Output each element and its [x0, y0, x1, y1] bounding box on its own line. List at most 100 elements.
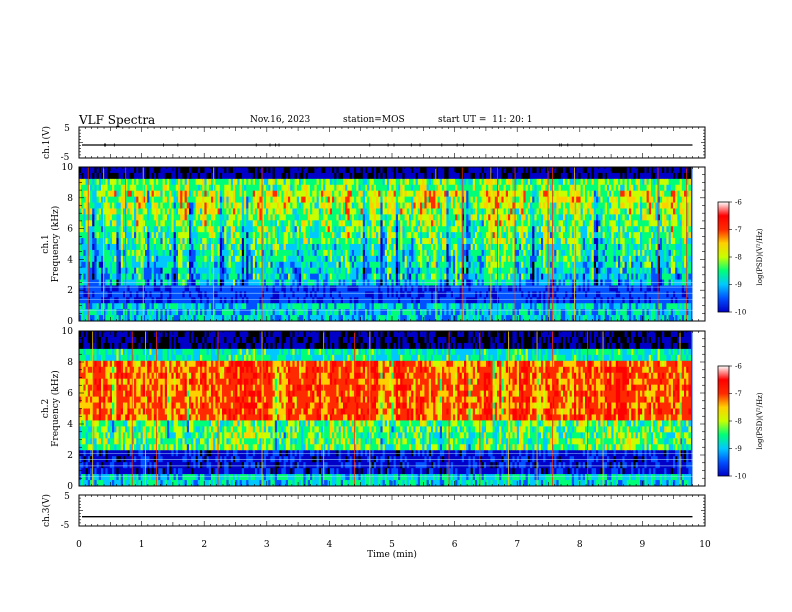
- ch1-spectrogram-cell: [321, 267, 324, 275]
- ch1-spectrogram-cell: [156, 226, 159, 233]
- ch1-spectrogram-cell: [138, 214, 141, 221]
- ch1-spectrogram-cell: [200, 244, 203, 251]
- ch1-spectrogram-cell: [494, 184, 498, 192]
- ch1-spectrogram-cell: [417, 167, 421, 174]
- ch1-spectrogram-cell: [329, 244, 333, 251]
- ch1-spectrogram-cell: [442, 315, 445, 321]
- ch1-spectrogram-cell: [472, 291, 476, 298]
- ch1-spectrogram-cell: [426, 184, 430, 192]
- ch1-spectrogram-cell: [208, 167, 212, 174]
- ch1-spectrogram-cell: [285, 226, 289, 233]
- ch1-spectrogram-cell: [195, 285, 199, 292]
- ch1-spectrogram-cell: [481, 315, 485, 321]
- ch1-spectrogram-cell: [120, 178, 124, 186]
- ch1-spectrogram-cell: [191, 232, 194, 239]
- ch1-spectrogram-cell: [244, 244, 247, 251]
- ch1-spectrogram-cell: [422, 285, 425, 292]
- ch1-spectrogram-cell: [142, 261, 146, 269]
- ch1-spectrogram-cell: [371, 291, 375, 298]
- ch1-spectrogram-cell: [158, 267, 161, 275]
- ch1-spectrogram-cell: [435, 303, 438, 310]
- ch1-spectrogram-cell: [417, 202, 421, 210]
- ch1-spectrogram-cell: [470, 244, 474, 251]
- ch1-spectrogram-cell: [193, 267, 196, 275]
- ch1-spectrogram-cell: [90, 202, 93, 210]
- ch1-spectrogram-cell: [224, 255, 227, 263]
- ch1-spectrogram-cell: [285, 303, 289, 310]
- ch1-spectrogram-cell: [116, 261, 119, 269]
- ch1-spectrogram-cell: [191, 303, 194, 310]
- ch1-spectrogram-cell: [222, 226, 225, 233]
- ch1-spectrogram-cell: [252, 309, 256, 316]
- ch1-spectrogram-cell: [488, 232, 491, 239]
- ch1-spectrogram-cell: [316, 178, 320, 186]
- ch1-spectrogram-cell: [285, 214, 289, 221]
- ch1-spectrogram-cell: [409, 238, 412, 245]
- ch1-spectrogram-cell: [303, 172, 306, 180]
- ch1-spectrogram-cell: [446, 178, 449, 186]
- ch1-spectrogram-cell: [257, 184, 260, 192]
- ch1-spectrogram-cell: [239, 238, 243, 245]
- ch1-spectrogram-cell: [226, 172, 229, 180]
- ch1-spectrogram-cell: [263, 261, 267, 269]
- ch1-spectrogram-cell: [81, 238, 84, 245]
- ch1-spectrogram-cell: [393, 261, 397, 269]
- ch1-spectrogram-cell: [343, 208, 346, 215]
- ch1-spectrogram-cell: [140, 226, 144, 233]
- ch1-spectrogram-cell: [470, 297, 474, 304]
- ch1-spectrogram-cell: [252, 285, 256, 292]
- ch1-spectrogram-cell: [208, 267, 212, 275]
- ch1-spectrogram-cell: [325, 232, 328, 239]
- ch1-spectrogram-cell: [439, 172, 443, 180]
- ch1-spectrogram-cell: [312, 267, 315, 275]
- ch1-spectrogram-cell: [250, 196, 254, 204]
- ch1-spectrogram-cell: [217, 226, 221, 233]
- ch1-spectrogram-cell: [94, 190, 97, 198]
- ch1-spectrogram-cell: [140, 196, 144, 204]
- ch1-spectrogram-cell: [488, 249, 491, 257]
- ch1-spectrogram-cell: [215, 244, 218, 251]
- ch1-spectrogram-cell: [114, 220, 117, 227]
- ch1-spectrogram-cell: [461, 226, 465, 233]
- ch1-spectrogram-cell: [356, 238, 359, 245]
- ch1-spectrogram-cell: [103, 238, 106, 245]
- ch1-spectrogram-cell: [226, 291, 229, 298]
- ch1-spectrogram-cell: [274, 309, 278, 316]
- ch1-spectrogram-cell: [332, 303, 335, 310]
- ch1-spectrogram-cell: [261, 184, 265, 192]
- ch1-spectrogram-cell: [288, 249, 291, 257]
- ch1-spectrogram-cell: [107, 184, 111, 192]
- ch1-spectrogram-cell: [316, 249, 320, 257]
- ch1-spectrogram-cell: [409, 220, 412, 227]
- ch1-spectrogram-cell: [299, 184, 302, 192]
- ch1-spectrogram-cell: [136, 202, 139, 210]
- ch1-spectrogram-cell: [142, 273, 146, 281]
- ch1-spectrogram-cell: [230, 255, 234, 263]
- ch1-spectrogram-cell: [131, 214, 135, 221]
- ch1-spectrogram-cell: [398, 232, 401, 239]
- ch1-spectrogram-cell: [428, 214, 432, 221]
- ch1-spectrogram-cell: [255, 285, 258, 292]
- ch1-spectrogram-cell: [153, 226, 157, 233]
- ch1-spectrogram-cell: [208, 208, 212, 215]
- ch1-spectrogram-cell: [217, 297, 221, 304]
- ch1-spectrogram-cell: [129, 172, 133, 180]
- ch1-spectrogram-cell: [140, 249, 144, 257]
- ch1-spectrogram-cell: [299, 291, 302, 298]
- ch1-spectrogram-cell: [492, 208, 496, 215]
- ch1-spectrogram-cell: [365, 291, 368, 298]
- ch1-spectrogram-cell: [464, 184, 467, 192]
- ch1-spectrogram-cell: [336, 238, 339, 245]
- ch1-spectrogram-cell: [215, 178, 218, 186]
- ch1-spectrogram-cell: [492, 220, 496, 227]
- ch1-spectrogram-cell: [193, 232, 196, 239]
- ch1-spectrogram-cell: [109, 285, 113, 292]
- ch1-spectrogram-cell: [481, 249, 485, 257]
- ch1-spectrogram-cell: [184, 167, 188, 174]
- ch1-spectrogram-cell: [213, 208, 216, 215]
- ch1-spectrogram-cell: [180, 196, 183, 204]
- ch1-spectrogram-cell: [147, 208, 150, 215]
- ch1-spectrogram-cell: [360, 196, 364, 204]
- ch1-spectrogram-cell: [125, 267, 128, 275]
- ch1-spectrogram-cell: [120, 261, 124, 269]
